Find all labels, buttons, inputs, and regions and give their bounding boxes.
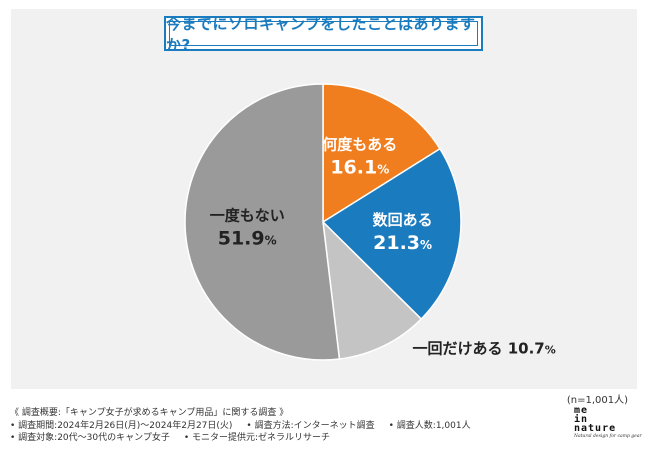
logo-line-3: nature xyxy=(574,423,617,434)
survey-target: • 調査対象:20代〜30代のキャンプ女子 xyxy=(10,433,170,443)
pie-chart: 何度もある 16.1% 数回ある 21.3% 一回だけある 10.7% 一度もない 51.9… xyxy=(184,83,556,361)
survey-overview: 《 調査概要:「キャンプ女子が求めるキャンプ用品」に関する調査 》 • 調査期間… xyxy=(10,407,530,445)
brand-logo: me in nature Natural design for camp gea… xyxy=(574,405,642,446)
slice-value-many-times: 16.1% xyxy=(330,157,389,179)
slice-value-never: 51.9% xyxy=(218,228,277,250)
pie-slice-never xyxy=(184,83,341,361)
survey-count: • 調査人数:1,001人 xyxy=(388,420,471,431)
pie-slices xyxy=(184,83,462,361)
slice-label-never: 一度もない xyxy=(210,207,285,225)
logo-line-2: in xyxy=(574,414,589,425)
slice-label-several-times: 数回ある xyxy=(373,211,433,229)
pie-labels: 何度もある 16.1% 数回ある 21.3% 一回だけある 10.7% 一度もない 51.9… xyxy=(210,136,556,358)
pie-slice-once xyxy=(321,219,423,360)
slice-value-several-times: 21.3% xyxy=(373,232,432,254)
logo-tagline: Natural design for camp gear xyxy=(574,434,642,439)
sample-size-note: (n=1,001人) xyxy=(566,395,628,406)
survey-method: • 調査方法:インターネット調査 xyxy=(246,420,375,431)
slice-label-once: 一回だけある 10.7% xyxy=(413,339,556,357)
title-inner-border xyxy=(169,21,478,46)
chart-title: 今までにソロキャンプをしたことはありますか? xyxy=(166,14,476,54)
slice-label-many-times: 何度もある xyxy=(322,136,397,154)
logo-line-1: me xyxy=(574,405,589,416)
pie-slice-several-times xyxy=(321,147,462,321)
chart-title-box: 今までにソロキャンプをしたことはありますか? xyxy=(164,15,483,54)
pie-slice-many-times xyxy=(322,83,442,224)
survey-period: • 調査期間:2024年2月26日(月)〜2024年2月27日(火) xyxy=(10,420,233,431)
survey-heading: 《 調査概要:「キャンプ女子が求めるキャンプ用品」に関する調査 》 xyxy=(10,408,289,418)
survey-provider: • モニター提供元:ゼネラルリサーチ xyxy=(183,433,331,443)
